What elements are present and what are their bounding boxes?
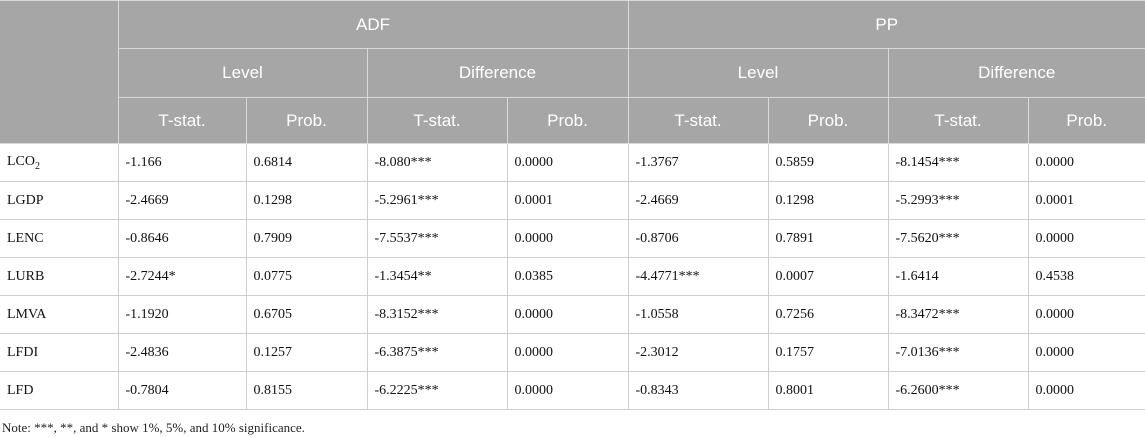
data-cell: 0.0000: [506, 143, 629, 182]
column-header: Prob.: [245, 97, 368, 144]
data-cell: 0.6705: [245, 295, 368, 334]
column-header: Prob.: [1027, 97, 1145, 144]
data-cell: 0.0001: [506, 181, 629, 220]
data-cell: 0.1298: [767, 181, 889, 220]
data-cell: -6.2600***: [887, 371, 1029, 410]
column-header: T-stat.: [366, 97, 508, 144]
data-cell: -1.1920: [117, 295, 247, 334]
data-row: LGDP -2.4669 0.1298 -5.2961*** 0.0001 -2.4669…: [0, 181, 1145, 220]
row-label: LFD: [0, 371, 119, 410]
row-label: LFDI: [0, 333, 119, 372]
subgroup-header: Difference: [887, 48, 1145, 98]
data-cell: -4.4771***: [627, 257, 769, 296]
data-cell: 0.0385: [506, 257, 629, 296]
header-row: Level Difference Level Difference: [0, 48, 1145, 98]
data-cell: -1.0558: [627, 295, 769, 334]
data-cell: 0.0007: [767, 257, 889, 296]
row-label: LURB: [0, 257, 119, 296]
data-cell: 0.7256: [767, 295, 889, 334]
header-row: ADF PP: [0, 0, 1145, 144]
data-cell: 0.1757: [767, 333, 889, 372]
data-cell: 0.1257: [245, 333, 368, 372]
corner-cell: [0, 0, 119, 144]
data-cell: -8.3472***: [887, 295, 1029, 334]
data-cell: 0.0000: [1027, 295, 1145, 334]
data-cell: 0.8001: [767, 371, 889, 410]
header-row: T-stat. Prob. T-stat. Prob. T-stat. Prob. T-st…: [0, 97, 1145, 144]
data-row: LCO2 -1.166 0.6814 -8.080*** 0.0000 -1.3767 0.…: [0, 143, 1145, 182]
data-cell: -7.0136***: [887, 333, 1029, 372]
subgroup-header: Level: [117, 48, 368, 98]
data-cell: 0.0000: [1027, 143, 1145, 182]
column-header: Prob.: [767, 97, 889, 144]
data-cell: -0.8706: [627, 219, 769, 258]
column-header: T-stat.: [117, 97, 247, 144]
data-cell: -6.3875***: [366, 333, 508, 372]
data-cell: -1.3454**: [366, 257, 508, 296]
data-cell: 0.7891: [767, 219, 889, 258]
row-label: LCO2: [0, 143, 119, 182]
data-cell: 0.0001: [1027, 181, 1145, 220]
data-cell: 0.0000: [1027, 219, 1145, 258]
data-cell: 0.0000: [1027, 333, 1145, 372]
data-row: LURB -2.7244* 0.0775 -1.3454** 0.0385 -4.4771…: [0, 257, 1145, 296]
data-cell: -1.166: [117, 143, 247, 182]
data-cell: 0.0000: [506, 295, 629, 334]
column-header: T-stat.: [887, 97, 1029, 144]
results-table: ADF PP Level Difference Level Difference T-sta…: [0, 0, 1145, 410]
column-header: T-stat.: [627, 97, 769, 144]
data-cell: -8.3152***: [366, 295, 508, 334]
data-cell: 0.0000: [1027, 371, 1145, 410]
row-label-main: LCO: [7, 153, 35, 169]
data-row: LENC -0.8646 0.7909 -7.5537*** 0.0000 -0.8706…: [0, 219, 1145, 258]
data-cell: 0.4538: [1027, 257, 1145, 296]
row-label: LMVA: [0, 295, 119, 334]
data-cell: -7.5537***: [366, 219, 508, 258]
data-row: LFDI -2.4836 0.1257 -6.3875*** 0.0000 -2.3012…: [0, 333, 1145, 372]
data-cell: -6.2225***: [366, 371, 508, 410]
row-label: LENC: [0, 219, 119, 258]
data-cell: -1.6414: [887, 257, 1029, 296]
table-note: Note: ***, **, and * show 1%, 5%, and 10…: [2, 420, 305, 435]
data-cell: -2.3012: [627, 333, 769, 372]
data-cell: -0.7804: [117, 371, 247, 410]
data-cell: -2.4669: [627, 181, 769, 220]
data-cell: -1.3767: [627, 143, 769, 182]
data-cell: -7.5620***: [887, 219, 1029, 258]
data-cell: 0.5859: [767, 143, 889, 182]
data-cell: -8.080***: [366, 143, 508, 182]
data-cell: -2.7244*: [117, 257, 247, 296]
data-row: LMVA -1.1920 0.6705 -8.3152*** 0.0000 -1.0558…: [0, 295, 1145, 334]
data-row: LFD -0.7804 0.8155 -6.2225*** 0.0000 -0.8343 0…: [0, 371, 1145, 410]
data-cell: 0.7909: [245, 219, 368, 258]
row-label-sub: 2: [35, 160, 40, 172]
column-header: Prob.: [506, 97, 629, 144]
data-cell: -0.8646: [117, 219, 247, 258]
group-header: PP: [627, 0, 1145, 49]
data-cell: 0.1298: [245, 181, 368, 220]
data-cell: -2.4836: [117, 333, 247, 372]
data-cell: 0.0000: [506, 371, 629, 410]
data-cell: 0.0000: [506, 219, 629, 258]
data-cell: -8.1454***: [887, 143, 1029, 182]
data-cell: 0.8155: [245, 371, 368, 410]
data-cell: -5.2993***: [887, 181, 1029, 220]
subgroup-header: Difference: [366, 48, 629, 98]
data-cell: 0.0000: [506, 333, 629, 372]
subgroup-header: Level: [627, 48, 889, 98]
data-cell: 0.0775: [245, 257, 368, 296]
data-cell: -2.4669: [117, 181, 247, 220]
data-cell: -5.2961***: [366, 181, 508, 220]
data-cell: 0.6814: [245, 143, 368, 182]
row-label: LGDP: [0, 181, 119, 220]
group-header: ADF: [117, 0, 629, 49]
data-cell: -0.8343: [627, 371, 769, 410]
